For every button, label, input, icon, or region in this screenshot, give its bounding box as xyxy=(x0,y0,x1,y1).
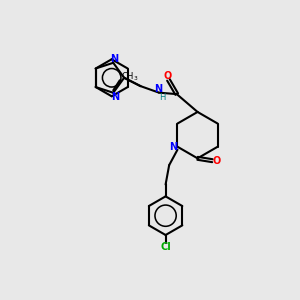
Text: H: H xyxy=(159,93,165,102)
Text: N: N xyxy=(154,84,162,94)
Text: O: O xyxy=(164,71,172,81)
Text: N: N xyxy=(169,142,178,152)
Text: O: O xyxy=(212,156,220,166)
Text: N: N xyxy=(110,54,118,64)
Text: Cl: Cl xyxy=(160,242,171,252)
Text: CH$_3$: CH$_3$ xyxy=(121,70,139,83)
Text: N: N xyxy=(111,92,119,102)
